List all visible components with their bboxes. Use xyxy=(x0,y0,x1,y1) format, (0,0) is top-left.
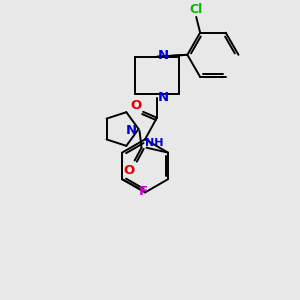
Text: Cl: Cl xyxy=(190,3,203,16)
Text: NH: NH xyxy=(145,138,164,148)
Text: O: O xyxy=(123,164,134,177)
Text: N: N xyxy=(158,91,169,103)
Text: F: F xyxy=(139,185,148,198)
Text: N: N xyxy=(126,124,137,136)
Text: N: N xyxy=(158,49,169,62)
Text: O: O xyxy=(130,99,142,112)
